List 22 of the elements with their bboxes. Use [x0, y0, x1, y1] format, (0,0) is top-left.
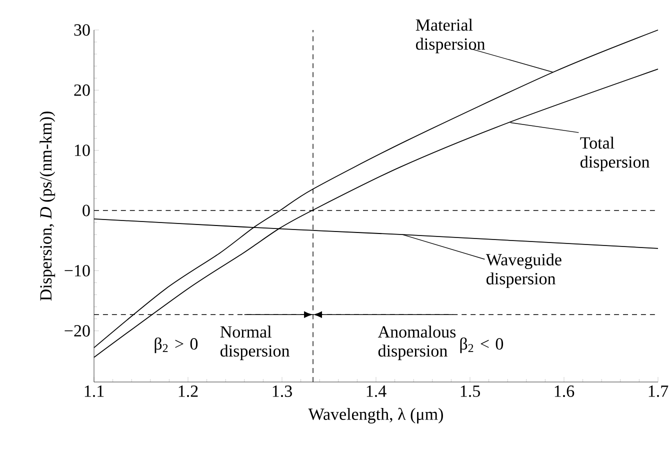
y-tick-label: 30 — [74, 24, 90, 36]
x-tick-label: 1.7 — [648, 386, 668, 397]
series-label: Waveguide dispersion — [486, 253, 562, 288]
y-axis-title: Dispersion, D (ps/(nm-km)) — [40, 112, 56, 301]
y-tick-label: 0 — [82, 204, 90, 216]
y-tick-label: −10 — [64, 264, 90, 276]
x-tick-label: 1.2 — [178, 386, 198, 398]
x-tick-label: 1.3 — [272, 386, 292, 398]
x-axis-title: Wavelength, λ (μm) — [308, 408, 443, 424]
annotation: Anomalous dispersion — [378, 326, 456, 360]
y-tick-label: 20 — [74, 84, 90, 96]
x-tick-label: 1.5 — [460, 386, 480, 397]
annotation: β$_{2}$ > 0 — [154, 338, 198, 354]
x-tick-label: 1.4 — [366, 386, 386, 397]
annotation: β$_{2}$ < 0 — [460, 338, 504, 354]
y-tick-label: −20 — [64, 325, 90, 337]
x-tick-label: 1.6 — [554, 386, 574, 398]
x-tick-label: 1.1 — [84, 386, 104, 397]
y-tick-label: 10 — [74, 144, 90, 156]
annotation: Normal dispersion — [220, 326, 290, 360]
text: Material dispersion — [416, 18, 486, 54]
text: Total dispersion — [580, 136, 650, 172]
